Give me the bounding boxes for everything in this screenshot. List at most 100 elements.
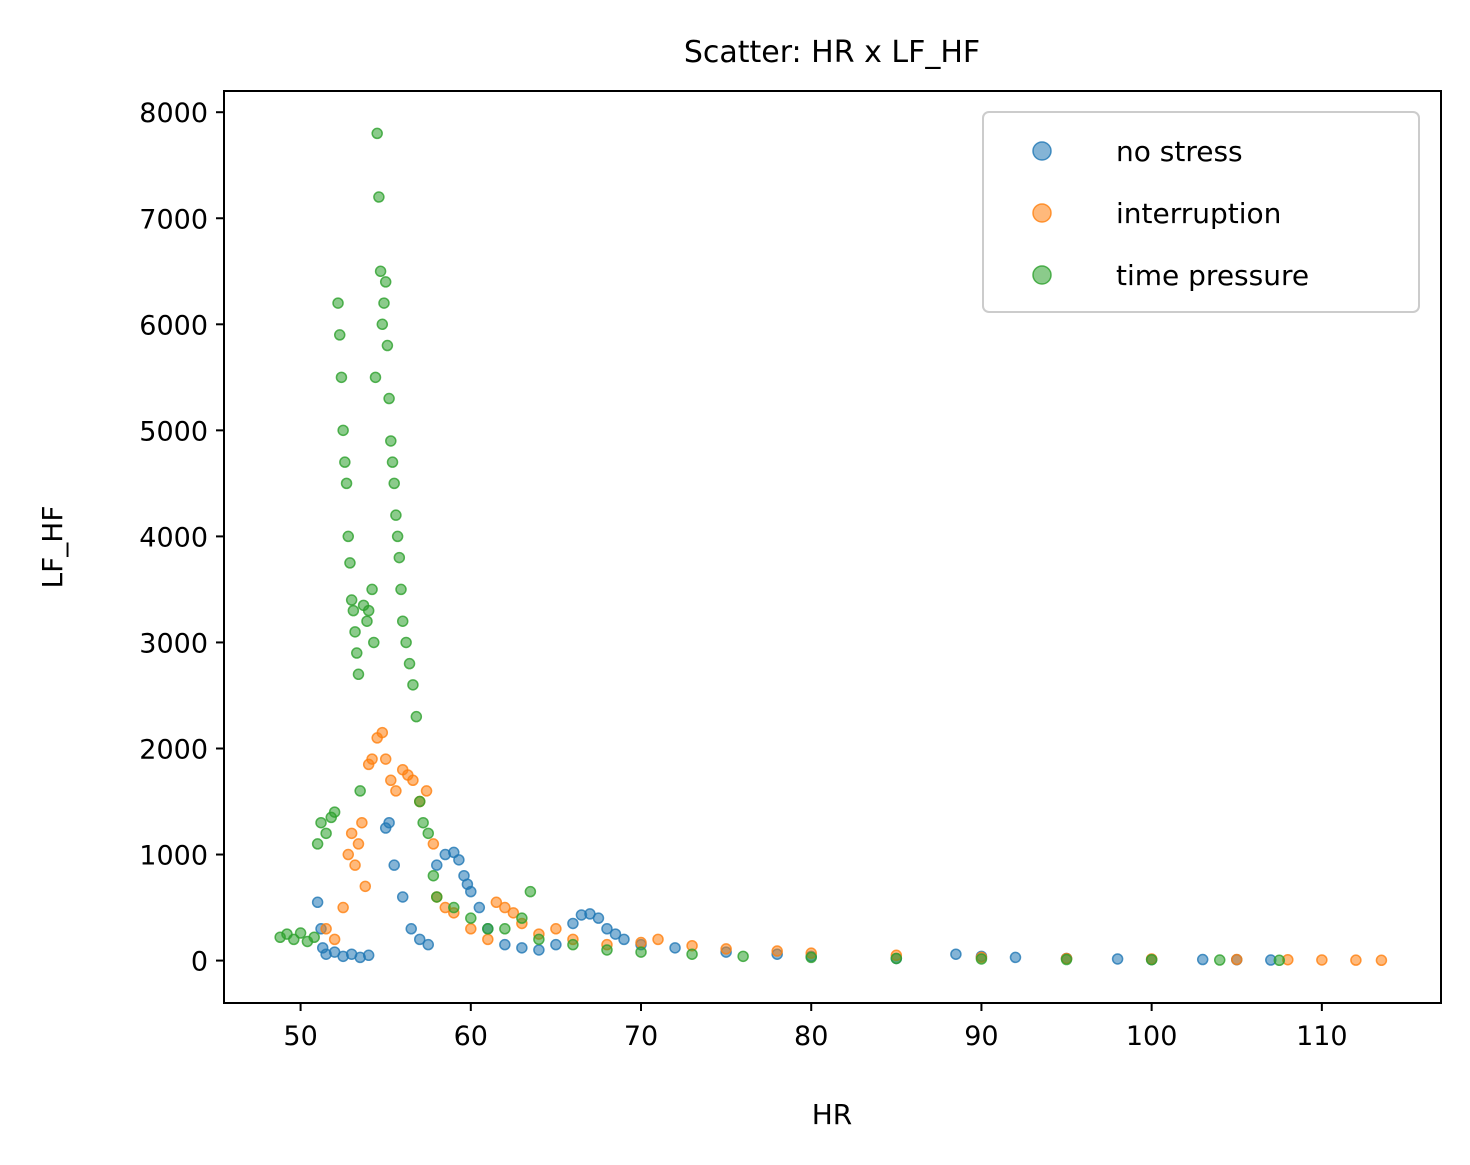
data-point (1009, 951, 1022, 964)
legend: no stress interruption time pressure (982, 111, 1420, 313)
data-point (376, 726, 389, 739)
data-point (482, 933, 494, 946)
data-point (601, 923, 613, 935)
data-point (592, 912, 605, 924)
data-point (381, 339, 394, 352)
x-tick-label: 110 (1296, 1021, 1348, 1052)
data-point (311, 838, 324, 850)
data-point (550, 938, 562, 951)
data-point (403, 657, 416, 670)
data-point (379, 276, 392, 288)
legend-marker (1032, 141, 1052, 161)
y-tick-label: 2000 (139, 734, 208, 765)
data-point (1213, 954, 1226, 966)
data-point (407, 679, 419, 691)
data-point (376, 318, 389, 331)
data-point (311, 896, 324, 909)
data-point (328, 806, 341, 818)
data-point (567, 917, 579, 930)
data-point (395, 583, 407, 596)
data-point (1145, 953, 1158, 966)
legend-marker (1032, 265, 1052, 285)
data-point (1316, 954, 1328, 966)
data-point (362, 949, 375, 962)
x-tick-label: 100 (1126, 1021, 1178, 1052)
data-point (413, 933, 426, 946)
data-point (499, 901, 511, 914)
y-tick-label: 3000 (139, 628, 208, 659)
y-tick-label: 0 (191, 947, 208, 978)
x-axis-label: HR (812, 1098, 853, 1131)
data-point (328, 933, 341, 946)
series-time-pressure (274, 127, 1286, 967)
data-point (975, 953, 988, 965)
data-point (490, 896, 503, 909)
data-point (567, 938, 579, 951)
data-point (294, 927, 307, 939)
data-point (342, 848, 355, 861)
data-point (349, 859, 361, 871)
data-point (383, 816, 395, 829)
data-point (405, 923, 417, 935)
data-point (516, 912, 528, 924)
data-point (369, 371, 382, 384)
data-point (1196, 953, 1209, 966)
chart-title: Scatter: HR x LF_HF (684, 35, 980, 70)
data-point (396, 891, 409, 903)
data-point (308, 931, 320, 944)
y-tick-label: 6000 (139, 310, 208, 341)
data-point (359, 880, 372, 893)
data-point (413, 795, 426, 808)
data-point (473, 901, 486, 914)
data-point (609, 928, 622, 940)
data-point (345, 594, 358, 606)
data-point (669, 942, 681, 954)
data-point (390, 509, 402, 521)
x-tick-label: 80 (794, 1021, 828, 1052)
data-point (465, 912, 477, 924)
data-point (1060, 953, 1073, 966)
data-point (378, 297, 390, 309)
data-point (320, 827, 332, 840)
data-point (652, 933, 664, 946)
x-tick-label: 60 (454, 1021, 488, 1052)
x-tick-label: 50 (283, 1021, 317, 1052)
data-point (1230, 953, 1243, 966)
data-point (890, 952, 903, 965)
data-point (550, 923, 562, 935)
data-point (393, 551, 406, 564)
data-point (533, 944, 545, 956)
data-point (1111, 953, 1124, 965)
data-point (361, 615, 373, 627)
data-point (533, 933, 545, 946)
y-axis-label: LF_HF (36, 506, 69, 589)
data-point (388, 859, 400, 871)
data-point (686, 948, 698, 960)
data-point (482, 923, 494, 935)
y-axis-ticks: 0 1000 2000 3000 4000 5000 6000 7000 8000 (139, 98, 224, 978)
legend-label: interruption (1116, 197, 1281, 230)
data-point (347, 604, 360, 617)
data-point (431, 859, 443, 871)
data-point (362, 604, 375, 617)
legend-box (982, 111, 1420, 313)
x-tick-label: 90 (964, 1021, 998, 1052)
data-point (400, 636, 412, 649)
data-point (351, 647, 363, 659)
data-point (349, 626, 361, 638)
data-point (352, 668, 365, 681)
y-tick-label: 4000 (139, 522, 208, 553)
data-point (342, 530, 355, 543)
data-point (366, 753, 378, 765)
data-point (344, 557, 356, 569)
data-point (805, 951, 817, 964)
data-point (720, 943, 732, 955)
legend-items: no stress interruption time pressure (1032, 135, 1309, 292)
data-point (420, 785, 433, 797)
data-point (332, 297, 344, 309)
data-point (374, 265, 387, 278)
data-point (390, 785, 402, 797)
data-point (737, 950, 749, 963)
data-point (465, 885, 477, 898)
x-axis-ticks: 50 60 70 80 90 100 110 (283, 1003, 1348, 1052)
